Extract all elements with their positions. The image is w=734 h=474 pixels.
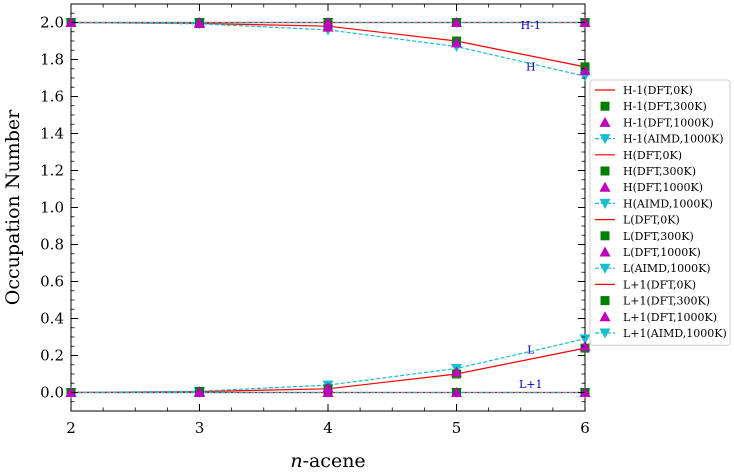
legend-label-h-1-aimd-1000k: H-1(AIMD,1000K)	[623, 133, 724, 146]
series-h-dft-1000k	[65, 17, 591, 76]
legend-label-l-aimd-1000k: L(AIMD,1000K)	[623, 262, 711, 275]
y-tick-label-0.6: 0.6	[40, 273, 64, 291]
y-tick-label-1.8: 1.8	[40, 51, 64, 69]
series-group	[65, 17, 591, 398]
data-point-h-dft-1000k-5	[451, 37, 462, 48]
legend-item-l-aimd-1000k: L(AIMD,1000K)	[595, 262, 711, 275]
y-tick-label-0.0: 0.0	[40, 384, 64, 402]
legend-item-l-dft-300k: L(DFT,300K)	[600, 230, 694, 243]
legend-item-h-aimd-1000k: H(AIMD,1000K)	[595, 197, 713, 210]
legend-swatch-l-dft-1000k	[599, 246, 611, 257]
y-tick-label-1.0: 1.0	[40, 199, 64, 217]
legend-label-l-dft-1000k: L(DFT,1000K)	[623, 246, 701, 259]
legend-swatch-h-1-dft-300k	[600, 101, 610, 111]
y-axis-title: Occupation Number	[2, 109, 24, 305]
y-tick-label-0.2: 0.2	[40, 347, 64, 365]
annotations-group: H-1 H L L+1	[519, 19, 543, 391]
legend-item-l-1-dft-1000k: L+1(DFT,1000K)	[599, 311, 717, 324]
plot-frame	[70, 3, 586, 412]
data-point-h-dft-1000k-4	[322, 21, 334, 32]
annotation-h: H	[526, 61, 536, 74]
legend-label-h-1-dft-300k: H-1(DFT,300K)	[623, 100, 707, 113]
legend-item-l-1-dft-300k: L+1(DFT,300K)	[600, 295, 710, 308]
legend-item-l-dft-0k: L(DFT,0K)	[595, 214, 680, 227]
annotation-h-1: H-1	[521, 19, 541, 32]
series-line-h-aimd-1000k	[70, 21, 586, 77]
data-point-l-1-dft-1000k-5	[451, 387, 462, 397]
legend-swatch-l-1-dft-1000k	[599, 311, 611, 322]
data-point-l-dft-1000k-6	[579, 340, 591, 351]
data-point-h-1-dft-1000k-5	[451, 17, 462, 27]
data-point-h-dft-1000k-6	[579, 65, 591, 76]
legend: H-1(DFT,0K) H-1(DFT,300K) H-1(DFT,1000K) H-…	[589, 79, 731, 346]
y-tick-label-1.4: 1.4	[40, 125, 64, 143]
x-axis-title-italic: n	[290, 450, 302, 472]
annotation-l-1: L+1	[519, 378, 543, 391]
x-tick-label-5: 5	[452, 419, 462, 437]
x-axis-title-rest: -acene	[303, 450, 366, 472]
series-line-l-aimd-1000k	[70, 338, 586, 394]
legend-label-h-dft-1000k: H(DFT,1000K)	[623, 181, 703, 194]
legend-item-h-dft-1000k: H(DFT,1000K)	[599, 181, 703, 194]
legend-label-l-dft-300k: L(DFT,300K)	[623, 230, 694, 243]
legend-swatch-l-1-aimd-1000k	[599, 328, 611, 339]
legend-item-h-dft-0k: H(DFT,0K)	[595, 149, 682, 162]
legend-swatch-h-dft-1000k	[599, 181, 611, 192]
legend-label-l-dft-0k: L(DFT,0K)	[623, 214, 680, 227]
y-tick-label-0.8: 0.8	[40, 236, 64, 254]
legend-item-l-1-dft-0k: L+1(DFT,0K)	[595, 278, 696, 291]
y-tick-label-2.0: 2.0	[40, 14, 64, 32]
legend-swatch-l-aimd-1000k	[599, 263, 611, 274]
annotation-l: L	[527, 344, 535, 357]
legend-label-l-1-dft-300k: L+1(DFT,300K)	[623, 295, 710, 308]
x-tick-label-2: 2	[66, 419, 76, 437]
legend-item-h-1-dft-0k: H-1(DFT,0K)	[595, 84, 693, 97]
x-tick-label-4: 4	[323, 419, 333, 437]
legend-item-h-1-dft-300k: H-1(DFT,300K)	[600, 100, 707, 113]
legend-item-h-dft-300k: H(DFT,300K)	[600, 165, 696, 178]
x-tick-label-6: 6	[580, 419, 590, 437]
legend-label-l-1-aimd-1000k: L+1(AIMD,1000K)	[623, 327, 727, 340]
legend-swatch-h-1-aimd-1000k	[599, 134, 611, 145]
legend-swatch-l-dft-300k	[600, 231, 610, 241]
legend-item-l-1-aimd-1000k: L+1(AIMD,1000K)	[595, 327, 727, 340]
legend-label-h-1-dft-1000k: H-1(DFT,1000K)	[623, 116, 714, 129]
data-point-h-dft-1000k-3	[194, 17, 205, 28]
data-point-l-1-dft-1000k-4	[322, 387, 334, 397]
y-tick-label-1.6: 1.6	[40, 88, 64, 106]
legend-swatch-l-1-dft-300k	[600, 296, 610, 306]
data-point-l-1-dft-1000k-3	[194, 387, 205, 397]
legend-item-l-dft-1000k: L(DFT,1000K)	[599, 246, 701, 259]
legend-label-l-1-dft-0k: L+1(DFT,0K)	[623, 278, 696, 291]
legend-item-h-1-aimd-1000k: H-1(AIMD,1000K)	[595, 133, 724, 146]
legend-box	[589, 79, 731, 346]
x-tick-label-3: 3	[195, 419, 205, 437]
legend-label-h-dft-0k: H(DFT,0K)	[623, 149, 682, 162]
legend-swatch-h-dft-300k	[600, 166, 610, 176]
legend-label-h-aimd-1000k: H(AIMD,1000K)	[623, 197, 713, 210]
y-tick-label-1.2: 1.2	[40, 162, 64, 180]
legend-swatch-h-1-dft-1000k	[599, 116, 611, 127]
y-tick-label-0.4: 0.4	[40, 310, 64, 328]
legend-item-h-1-dft-1000k: H-1(DFT,1000K)	[599, 116, 714, 129]
x-axis-title: n-acene	[290, 450, 365, 472]
legend-label-l-1-dft-1000k: L+1(DFT,1000K)	[623, 311, 717, 324]
legend-label-h-1-dft-0k: H-1(DFT,0K)	[623, 84, 693, 97]
data-point-l-dft-1000k-5	[451, 366, 462, 377]
ticks-group: 2 3 4 5 6 0.0 0.2 0.4 0.6 0.8 1.0 1.2 1.4 1.6 1.8 2.0	[40, 3, 590, 437]
plot-area	[70, 3, 586, 412]
legend-label-h-dft-300k: H(DFT,300K)	[623, 165, 696, 178]
legend-swatch-h-aimd-1000k	[599, 198, 611, 209]
